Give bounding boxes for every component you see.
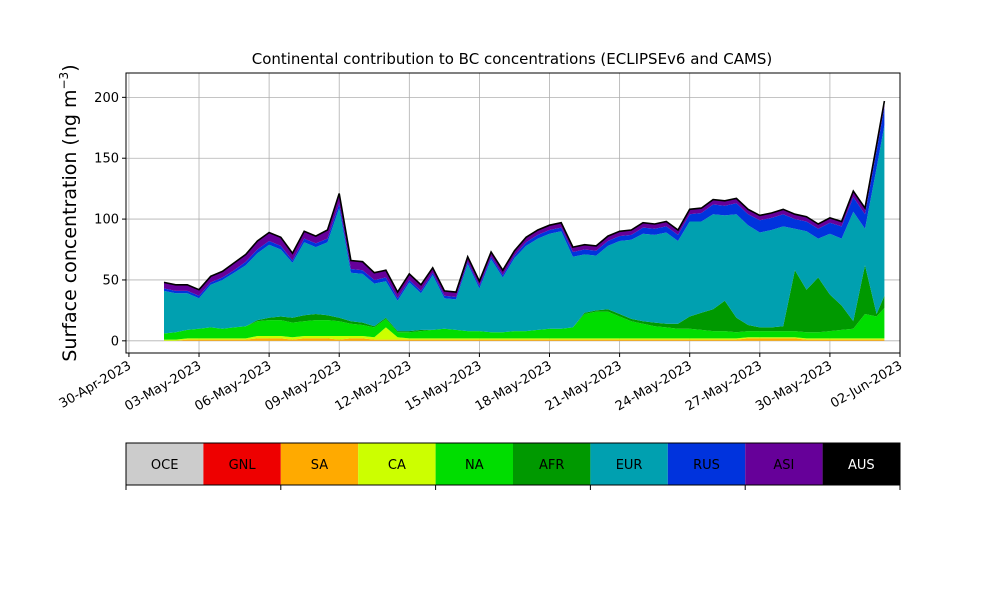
y-tick-label: 100 [94,213,119,228]
x-axis-ticks: 30-Apr-202303-May-202306-May-202309-May-… [57,353,905,414]
y-tick-label: 0 [111,334,119,349]
chart-title: Continental contribution to BC concentra… [252,50,773,68]
y-tick-label: 150 [94,152,119,167]
total-outline-line [163,100,886,294]
x-tick-label: 12-May-2023 [333,358,415,414]
area-series-afr [164,265,885,334]
x-tick-label: 27-May-2023 [683,358,765,414]
y-axis-label-superscript: −3 [57,72,71,90]
legend-swatch-eur [590,443,668,485]
legend-label: SA [311,458,328,473]
y-axis-label: Surface concentration (ng m−3) [57,64,81,361]
x-tick-label: 06-May-2023 [192,358,274,414]
y-tick-label: 200 [94,91,119,106]
legend-swatch-ca [358,443,436,485]
area-series-sa [164,338,885,341]
y-axis-ticks: 0 50 100 150 200 [94,91,126,349]
legend-swatch-sa [280,443,359,485]
area-series-eur [164,125,885,334]
x-tick-label: 09-May-2023 [263,358,345,414]
legend-swatch-afr [513,443,591,485]
x-tick-label: 18-May-2023 [473,358,555,414]
legend-label: AUS [848,458,875,473]
x-tick-label: 02-Jun-2023 [828,358,905,411]
legend-label: AFR [539,458,564,473]
x-tick-label: 24-May-2023 [613,358,695,414]
legend-label: GNL [229,458,257,473]
legend-label: EUR [616,458,643,473]
x-tick-label: 30-Apr-2023 [57,358,134,411]
area-series-ca [164,327,885,341]
legend-swatch-oce [126,443,204,485]
y-tick-label: 50 [102,273,119,288]
legend-label: ASI [773,458,794,473]
legend-colorbar: OCE GNL SA CA NA AFR EUR RUS ASI AUS [125,442,901,490]
legend-swatch-na [435,443,513,485]
legend-label: OCE [151,458,179,473]
area-series-na [164,308,885,340]
legend-swatch-asi [745,443,823,485]
legend-label: NA [465,458,484,473]
y-axis-label-main: Surface concentration (ng m [59,90,81,362]
x-tick-label: 03-May-2023 [122,358,204,414]
legend-swatch-gnl [203,443,281,485]
x-tick-label: 30-May-2023 [753,358,835,414]
legend-swatch-rus [667,443,746,485]
legend-label: RUS [693,458,720,473]
stacked-areas [164,101,885,341]
legend-label: CA [388,458,406,473]
legend-frame [125,442,901,486]
y-axis-label-close: ) [59,64,81,71]
x-tick-label: 21-May-2023 [543,358,625,414]
x-tick-label: 15-May-2023 [403,358,485,414]
legend-swatch-aus [822,443,900,485]
plot-frame [125,72,901,354]
